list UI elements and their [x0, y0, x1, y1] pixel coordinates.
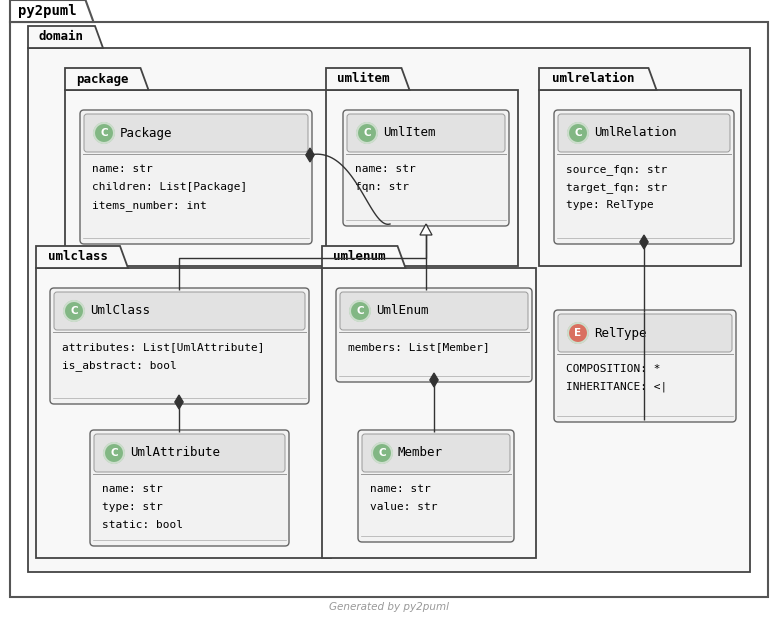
FancyBboxPatch shape	[558, 314, 732, 352]
Text: C: C	[70, 306, 78, 316]
Text: UmlAttribute: UmlAttribute	[130, 446, 220, 459]
Polygon shape	[28, 26, 103, 48]
Polygon shape	[10, 0, 93, 22]
FancyBboxPatch shape	[358, 430, 514, 542]
Circle shape	[64, 301, 84, 321]
Circle shape	[350, 301, 370, 321]
FancyBboxPatch shape	[558, 114, 730, 152]
Text: UmlEnum: UmlEnum	[376, 304, 429, 318]
Text: umlenum: umlenum	[334, 251, 386, 264]
Bar	[65, 90, 329, 266]
Text: C: C	[356, 306, 364, 316]
Text: umlclass: umlclass	[48, 251, 108, 264]
Polygon shape	[322, 246, 405, 268]
Polygon shape	[429, 373, 438, 387]
Text: C: C	[363, 128, 371, 138]
Bar	[539, 90, 741, 266]
Text: name: str: name: str	[102, 484, 163, 494]
FancyBboxPatch shape	[54, 292, 305, 330]
Text: UmlItem: UmlItem	[383, 126, 436, 139]
Text: RelType: RelType	[594, 326, 647, 339]
Text: static: bool: static: bool	[102, 520, 183, 530]
Text: items_number: int: items_number: int	[92, 200, 207, 211]
Polygon shape	[306, 148, 314, 162]
Text: COMPOSITION: *: COMPOSITION: *	[566, 364, 661, 374]
Circle shape	[104, 443, 124, 463]
Text: Package: Package	[120, 126, 173, 139]
Bar	[36, 268, 331, 558]
Text: source_fqn: str: source_fqn: str	[566, 164, 668, 175]
Text: attributes: List[UmlAttribute]: attributes: List[UmlAttribute]	[62, 342, 265, 352]
Text: C: C	[110, 448, 117, 458]
Polygon shape	[326, 68, 409, 90]
Text: py2puml: py2puml	[19, 4, 77, 18]
Polygon shape	[175, 395, 183, 409]
Circle shape	[568, 323, 588, 343]
Text: package: package	[76, 72, 129, 86]
Bar	[326, 90, 518, 266]
Text: value: str: value: str	[370, 502, 437, 512]
Text: Generated by py2puml: Generated by py2puml	[329, 602, 449, 612]
Polygon shape	[539, 68, 657, 90]
Text: Member: Member	[398, 446, 443, 459]
FancyBboxPatch shape	[80, 110, 312, 244]
Polygon shape	[420, 224, 432, 235]
Bar	[322, 268, 536, 558]
Circle shape	[372, 443, 392, 463]
FancyBboxPatch shape	[554, 310, 736, 422]
FancyBboxPatch shape	[347, 114, 505, 152]
Text: INHERITANCE: <|: INHERITANCE: <|	[566, 382, 668, 392]
Text: name: str: name: str	[355, 164, 415, 174]
FancyBboxPatch shape	[343, 110, 509, 226]
Text: target_fqn: str: target_fqn: str	[566, 182, 668, 193]
Text: children: List[Package]: children: List[Package]	[92, 182, 247, 192]
Text: type: str: type: str	[102, 502, 163, 512]
Text: C: C	[100, 128, 108, 138]
FancyBboxPatch shape	[90, 430, 289, 546]
Text: name: str: name: str	[370, 484, 431, 494]
Text: UmlRelation: UmlRelation	[594, 126, 677, 139]
Text: fqn: str: fqn: str	[355, 182, 409, 192]
Text: type: RelType: type: RelType	[566, 200, 654, 210]
Bar	[28, 48, 750, 572]
Text: UmlClass: UmlClass	[90, 304, 150, 318]
Text: name: str: name: str	[92, 164, 152, 174]
Text: C: C	[574, 128, 582, 138]
FancyBboxPatch shape	[336, 288, 532, 382]
Text: E: E	[574, 328, 582, 338]
Text: umlrelation: umlrelation	[552, 72, 635, 86]
Text: domain: domain	[39, 31, 84, 44]
Circle shape	[357, 123, 377, 143]
Text: members: List[Member]: members: List[Member]	[348, 342, 489, 352]
Circle shape	[94, 123, 114, 143]
Text: C: C	[378, 448, 386, 458]
FancyBboxPatch shape	[50, 288, 309, 404]
FancyBboxPatch shape	[94, 434, 285, 472]
FancyBboxPatch shape	[554, 110, 734, 244]
Text: is_abstract: bool: is_abstract: bool	[62, 360, 177, 371]
FancyBboxPatch shape	[84, 114, 308, 152]
FancyBboxPatch shape	[340, 292, 528, 330]
Polygon shape	[36, 246, 128, 268]
Polygon shape	[640, 235, 648, 249]
Polygon shape	[65, 68, 149, 90]
FancyBboxPatch shape	[362, 434, 510, 472]
Text: umlitem: umlitem	[338, 72, 390, 86]
Circle shape	[568, 123, 588, 143]
